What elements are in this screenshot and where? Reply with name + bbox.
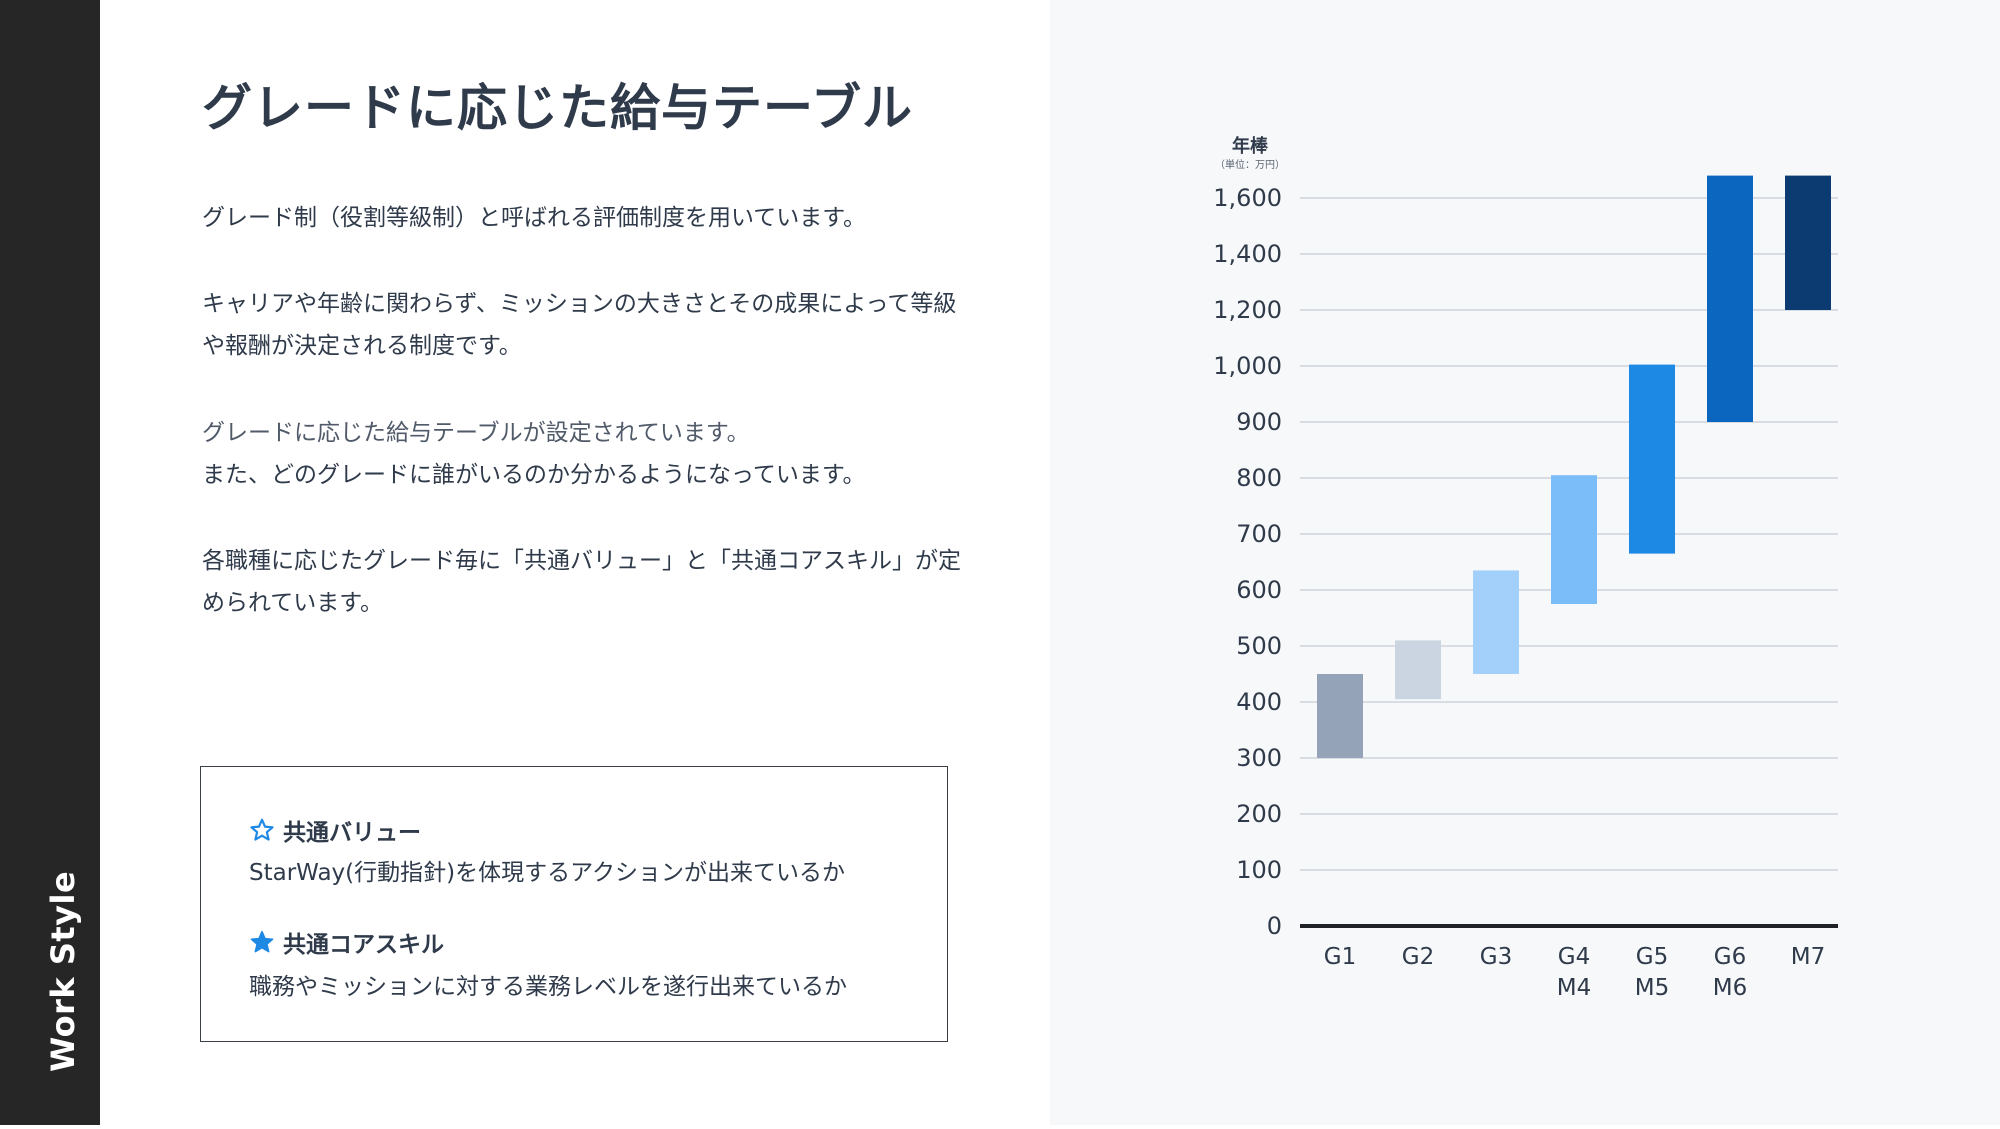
y-tick-label: 700 <box>1236 520 1282 548</box>
bar-g3 <box>1473 570 1519 674</box>
bar-g4 <box>1551 475 1597 604</box>
bar-g5 <box>1629 364 1675 554</box>
y-tick-label: 500 <box>1236 632 1282 660</box>
x-tick-label: G1 <box>1324 944 1356 970</box>
x-tick-label: G5 <box>1636 944 1668 970</box>
bar-m7 <box>1785 175 1831 310</box>
sidebar-label: Work Style <box>44 870 82 1072</box>
intro-paragraph: グレード制（役割等級制）と呼ばれる評価制度を用いています。 <box>202 205 867 231</box>
chart-title: 年棒 <box>1232 135 1269 157</box>
info-box: 共通バリュー StarWay(行動指針)を体現するアクションが出来ているか 共通… <box>200 766 948 1042</box>
core-skills-heading-row: 共通コアスキル <box>249 925 444 959</box>
y-tick-label: 800 <box>1236 464 1282 492</box>
grade-visibility-paragraph: また、どのグレードに誰がいるのか分かるようになっています。 <box>202 462 866 488</box>
career-paragraph: キャリアや年齢に関わらず、ミッションの大きさとその成果によって等級や報酬が決定さ… <box>202 291 957 359</box>
y-tick-label: 300 <box>1236 744 1282 772</box>
y-tick-label: 1,000 <box>1213 352 1282 380</box>
y-tick-label: 1,200 <box>1213 296 1282 324</box>
bar-g2 <box>1395 640 1441 700</box>
salary-table-paragraph: グレードに応じた給与テーブルが設定されています。 <box>202 420 750 446</box>
chart-unit-note: （単位：万円） <box>1215 158 1285 171</box>
x-tick-label: G2 <box>1402 944 1434 970</box>
chart-panel: 年棒 （単位：万円） 0 100 200 300 400 500 600 700 800 900 1… <box>1050 0 2000 1125</box>
core-skills-description: 職務やミッションに対する業務レベルを遂行出来ているか <box>249 974 847 1000</box>
star-filled-icon <box>250 930 274 953</box>
bar-g6 <box>1707 175 1753 422</box>
y-tick-label: 900 <box>1236 408 1282 436</box>
y-tick-label: 1,400 <box>1213 240 1282 268</box>
salary-range-chart: 年棒 （単位：万円） 0 100 200 300 400 500 600 700 800 900 1… <box>1213 135 1838 1001</box>
page-title: グレードに応じた給与テーブル <box>202 79 913 137</box>
y-tick-label: 0 <box>1267 912 1282 940</box>
y-tick-label: 1,600 <box>1213 184 1282 212</box>
values-description: StarWay(行動指針)を体現するアクションが出来ているか <box>249 860 845 886</box>
x-tick-label: G4 <box>1558 944 1590 970</box>
core-skills-heading: 共通コアスキル <box>283 932 444 958</box>
sidebar: Work Style <box>0 0 100 1125</box>
y-tick-label: 600 <box>1236 576 1282 604</box>
bar-g1 <box>1317 674 1363 758</box>
values-heading: 共通バリュー <box>283 820 421 846</box>
x-tick-label: M6 <box>1713 975 1747 1001</box>
x-tick-label: M7 <box>1791 944 1825 970</box>
values-skills-paragraph: 各職種に応じたグレード毎に「共通バリュー」と「共通コアスキル」が定められています… <box>202 548 961 616</box>
x-tick-label: M4 <box>1557 975 1591 1001</box>
star-outline-icon <box>250 818 274 841</box>
y-tick-label: 200 <box>1236 800 1282 828</box>
values-heading-row: 共通バリュー <box>249 813 421 847</box>
x-tick-label: G3 <box>1480 944 1512 970</box>
y-tick-label: 400 <box>1236 688 1282 716</box>
y-tick-label: 100 <box>1236 856 1282 884</box>
x-tick-label: M5 <box>1635 975 1669 1001</box>
x-tick-label: G6 <box>1714 944 1746 970</box>
